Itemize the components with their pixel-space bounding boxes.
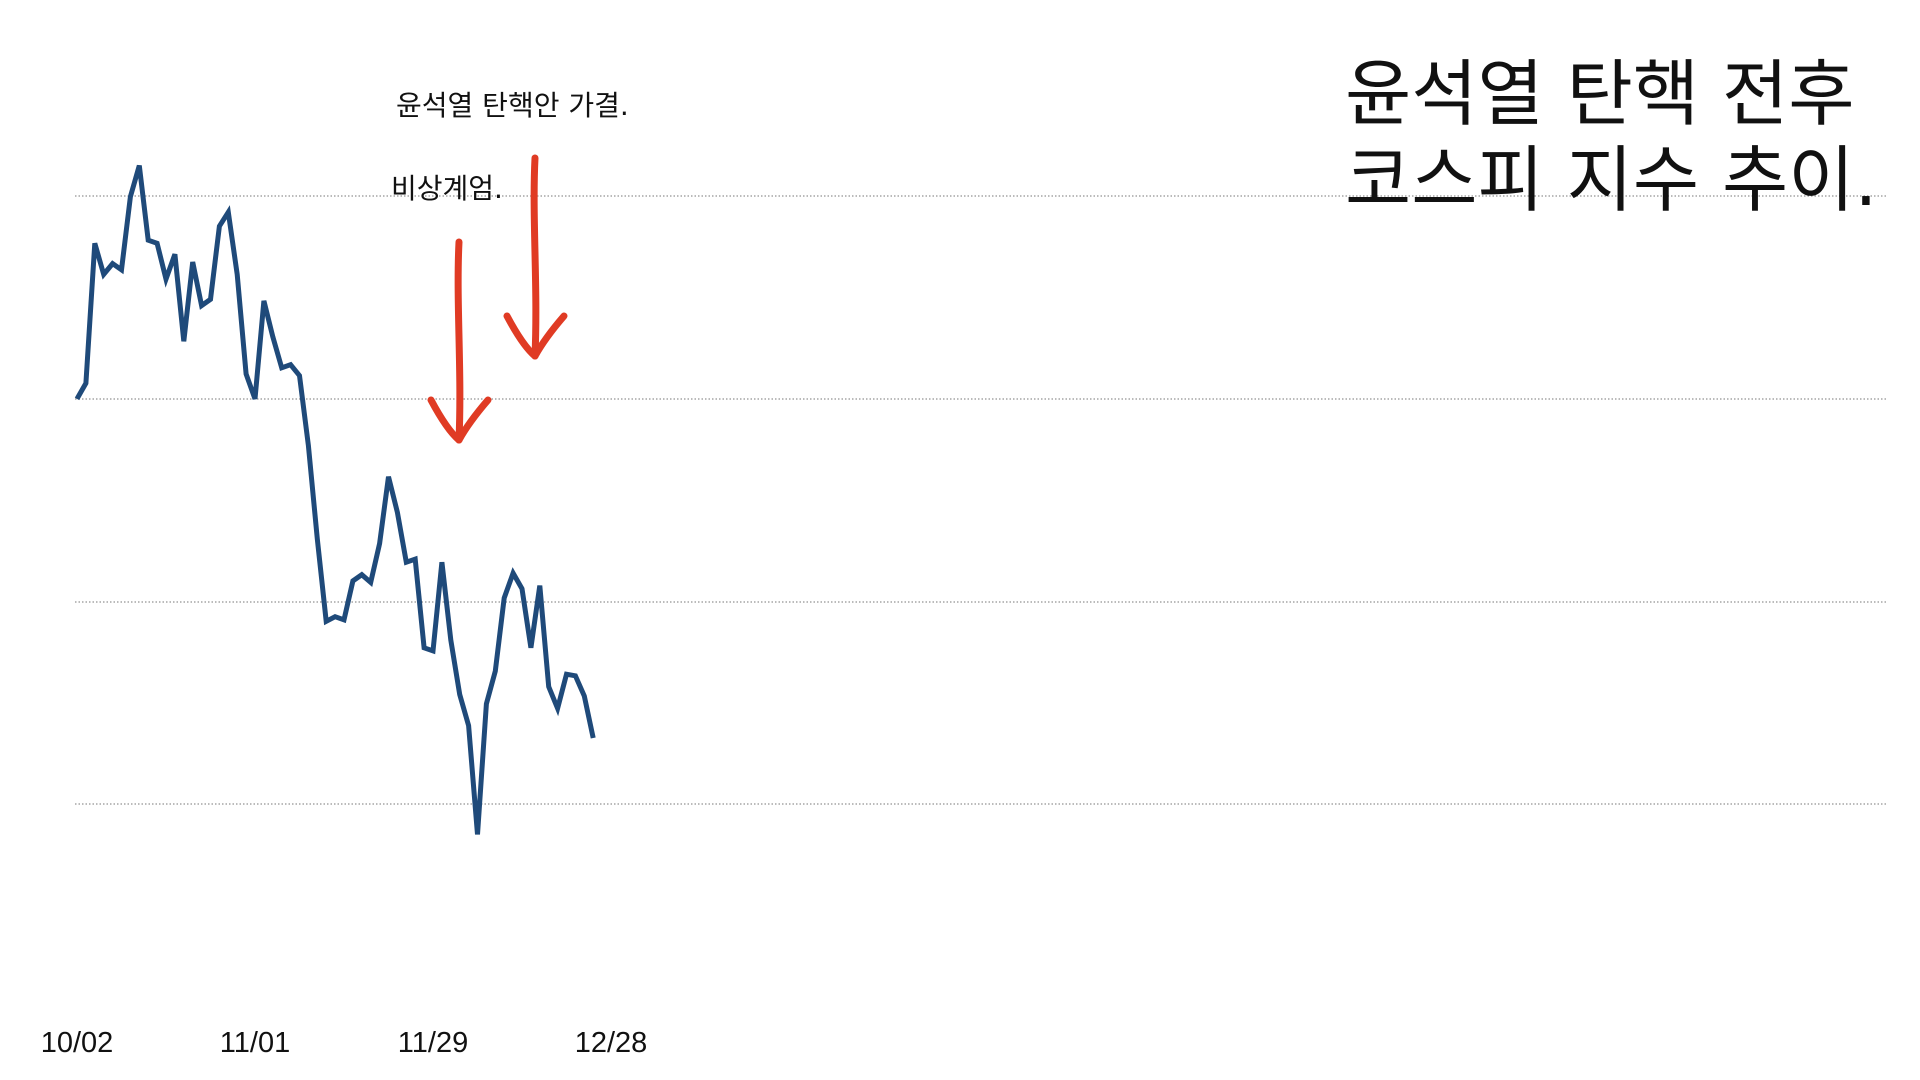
x-tick-label: 11/29	[398, 1027, 468, 1059]
arrow-layer	[427, 154, 568, 444]
annotation-martial-law: 비상계엄.	[391, 172, 503, 205]
series-layer	[74, 164, 596, 835]
chart-title-line-1: 윤석열 탄핵 전후	[1345, 52, 1855, 136]
x-tick-label: 11/01	[220, 1027, 290, 1059]
chart-title-line-2: 코스피 지수 추이.	[1345, 138, 1878, 222]
x-tick-label: 10/02	[41, 1027, 114, 1059]
arrow-impeachment	[503, 154, 568, 360]
grid-layer	[75, 195, 1888, 805]
tick-layer: 10/02 11/01 11/29 12/28	[41, 1027, 648, 1059]
kospi-series-line	[74, 164, 596, 835]
x-tick-label: 12/28	[575, 1027, 648, 1059]
annotation-impeachment: 윤석열 탄핵안 가결.	[396, 89, 629, 122]
arrow-martial-law	[427, 238, 492, 444]
